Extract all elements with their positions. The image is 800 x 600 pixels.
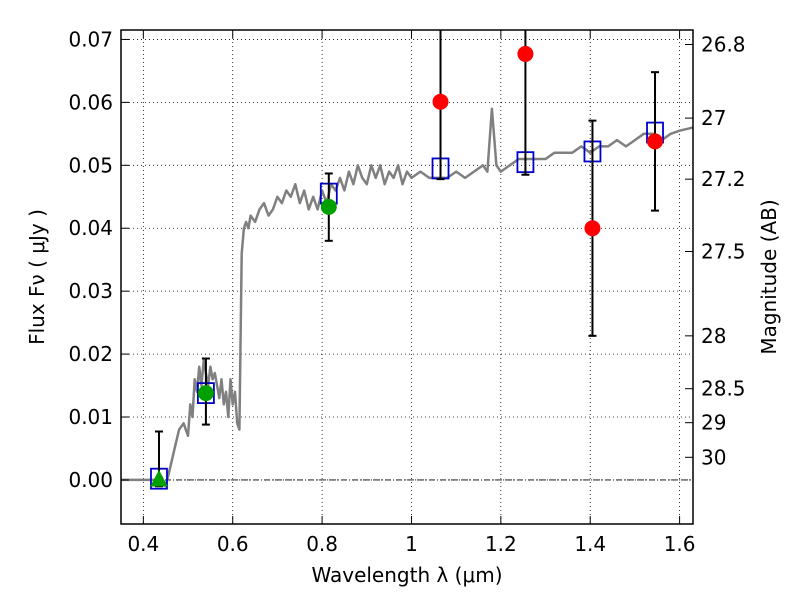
x-tick-label: 0.6 [217, 532, 249, 556]
data-point-triangle [150, 469, 168, 487]
mag-tick-label: 27.2 [701, 167, 746, 191]
y-axis-label: Flux Fν ( μJy ) [25, 209, 49, 345]
tick-marks [121, 30, 693, 524]
red-data-point [517, 45, 534, 62]
y-tick-label: 0.01 [68, 405, 113, 429]
green-data-point [197, 385, 214, 402]
x-tick-label: 0.8 [306, 532, 338, 556]
plot-area [121, 30, 693, 524]
mag-tick-label: 29 [701, 411, 726, 435]
x-tick-label: 0.4 [127, 532, 159, 556]
y-tick-label: 0.00 [68, 468, 113, 492]
mag-tick-label: 27.5 [701, 240, 746, 264]
y-tick-label: 0.06 [68, 90, 113, 114]
y-tick-label: 0.07 [68, 27, 113, 51]
model-spectrum-line [121, 107, 693, 488]
x-tick-label: 1.2 [485, 532, 517, 556]
y-tick-label: 0.03 [68, 279, 113, 303]
x-tick-label: 1 [405, 532, 418, 556]
y-tick-label: 0.04 [68, 216, 113, 240]
plot-content [121, 30, 693, 490]
green-data-point [320, 198, 337, 215]
mag-tick-label: 30 [701, 445, 726, 469]
mag-tick-label: 28.5 [701, 377, 746, 401]
red-data-point [584, 220, 601, 237]
mag-tick-label: 27 [701, 106, 726, 130]
x-tick-label: 1.4 [574, 532, 606, 556]
y-tick-label: 0.02 [68, 342, 113, 366]
plot-frame [120, 29, 694, 525]
red-data-point [647, 133, 664, 150]
mag-tick-label: 26.8 [701, 32, 746, 56]
red-data-point [432, 93, 449, 110]
tick-labels: 0.4 0.6 0.8 1 1.2 1.4 1.6 0.00 0.01 0.02 0.03 0.04 0… [68, 27, 745, 556]
x-tick-label: 1.6 [664, 532, 696, 556]
y-tick-label: 0.05 [68, 153, 113, 177]
mag-tick-label: 28 [701, 324, 726, 348]
y2-axis-label: Magnitude (AB) [757, 199, 781, 354]
x-axis-label: Wavelength λ (μm) [311, 563, 502, 587]
